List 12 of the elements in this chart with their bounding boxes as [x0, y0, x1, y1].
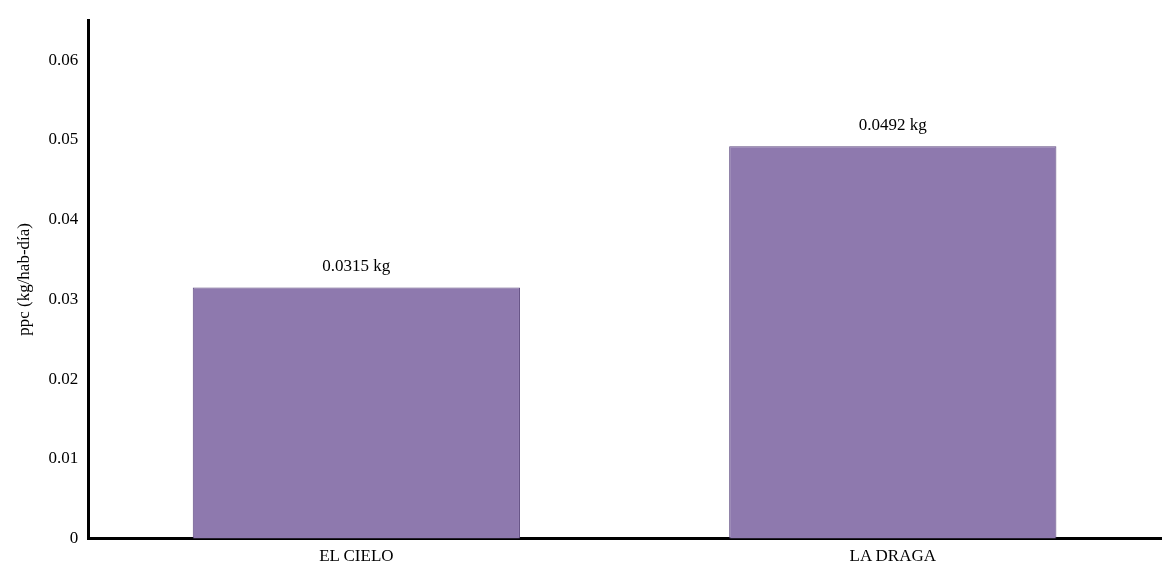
y-tick-label: 0.02	[48, 368, 79, 388]
x-tick-label: LA DRAGA	[849, 546, 937, 566]
data-label: 0.0315 kg	[322, 256, 391, 276]
y-tick-label: 0.04	[48, 209, 79, 229]
y-axis-title: ppc (kg/hab-día)	[13, 222, 33, 336]
y-tick-label: 0.05	[48, 129, 79, 149]
y-tick-label: 0.03	[48, 288, 79, 308]
data-label: 0.0492 kg	[858, 115, 928, 135]
y-tick-label: 0	[69, 528, 79, 548]
y-tick-label: 0.01	[48, 448, 79, 468]
y-tick-label: 0.06	[48, 49, 79, 69]
x-tick-label: EL CIELO	[319, 546, 394, 566]
